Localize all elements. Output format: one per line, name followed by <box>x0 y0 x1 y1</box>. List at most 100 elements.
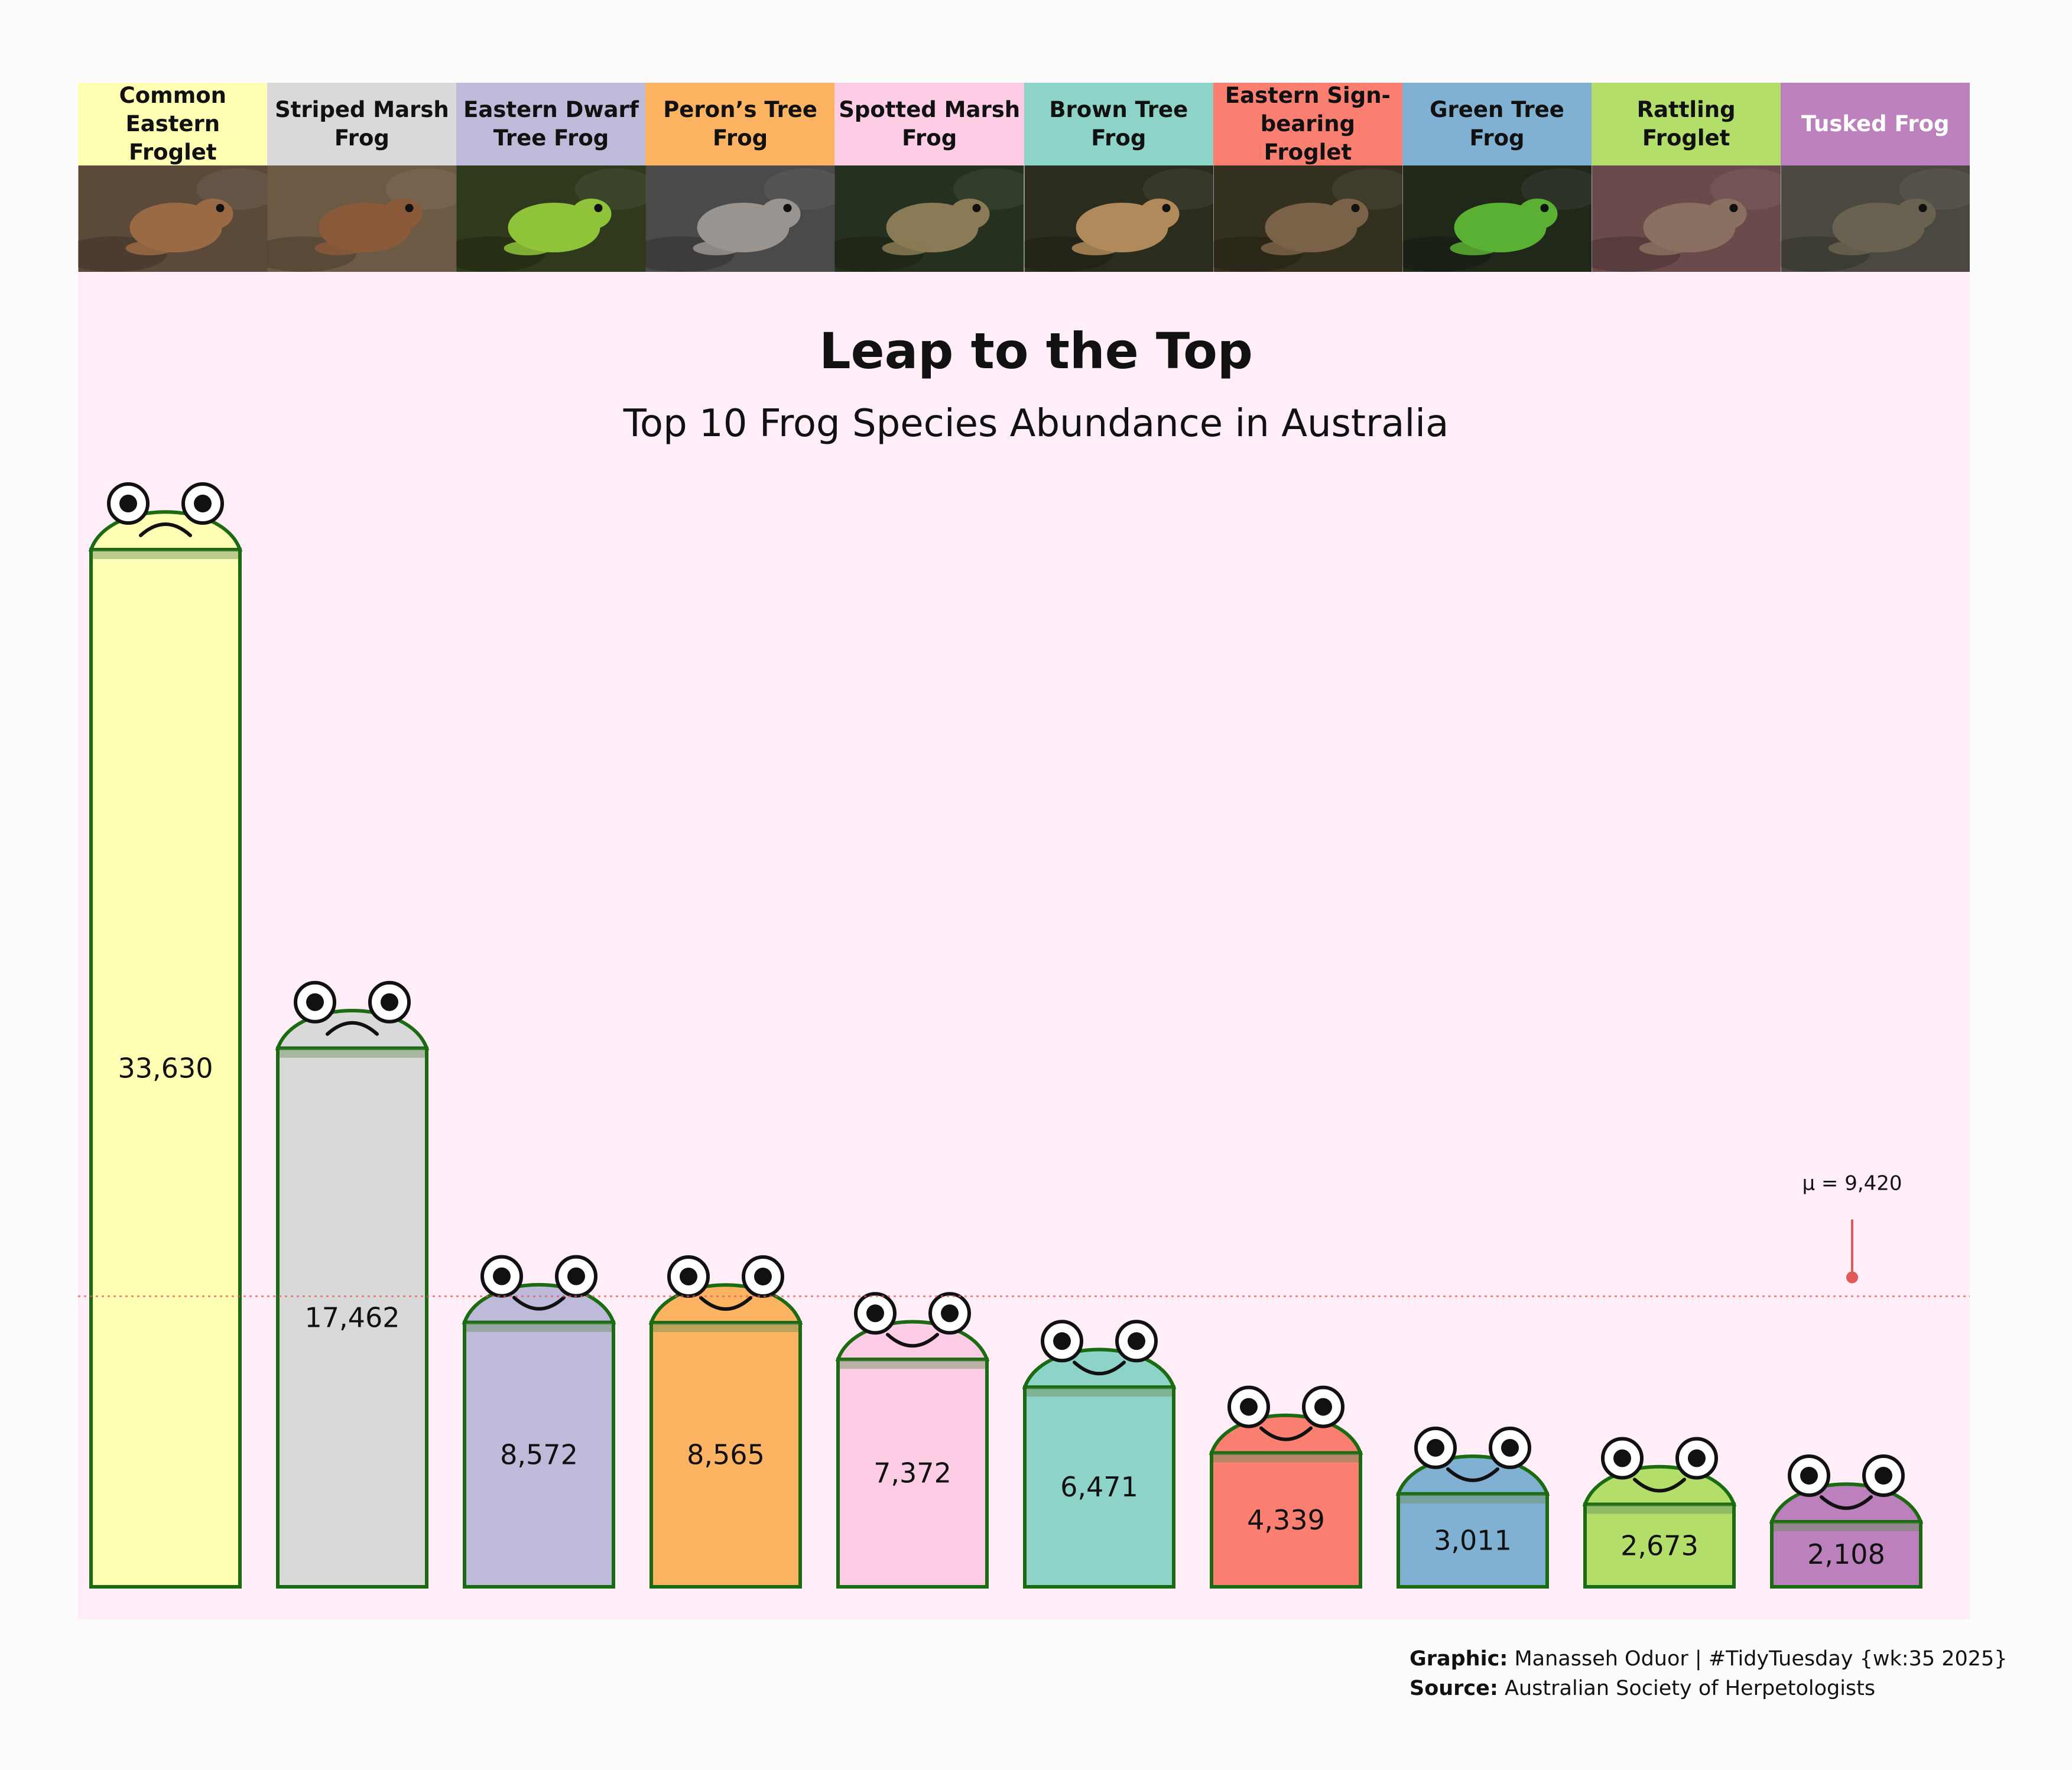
bar <box>1397 1492 1549 1589</box>
species-header-label: Eastern Dwarf Tree Frog <box>456 83 646 165</box>
caption-graphic-line: Graphic: Manasseh Oduor | #TidyTuesday {… <box>1410 1644 2008 1674</box>
species-header-label-line: Spotted Marsh <box>839 97 1021 122</box>
frog-bar-group: 8,572 <box>462 1255 616 1589</box>
species-header-cell: Spotted Marsh Frog <box>834 83 1024 272</box>
bar-value-label: 33,630 <box>118 1053 213 1084</box>
species-header-label-line: Peron’s Tree <box>663 97 817 122</box>
species-header-cell: Common Eastern Froglet <box>78 83 268 272</box>
frog-smile <box>1073 1360 1126 1376</box>
species-header-label: Peron’s Tree Frog <box>645 83 835 165</box>
frog-pupil <box>1053 1332 1071 1350</box>
species-photo <box>834 165 1024 272</box>
species-header-label: Rattling Froglet <box>1591 83 1781 165</box>
frog-bar-group: 7,372 <box>835 1292 990 1589</box>
bar <box>1770 1519 1922 1589</box>
frog-neck-band <box>1774 1522 1919 1531</box>
caption-graphic-text: Manasseh Oduor | #TidyTuesday {wk:35 202… <box>1508 1647 2008 1671</box>
frog-pupil <box>1875 1466 1892 1485</box>
frog-neck-band <box>1027 1388 1172 1397</box>
species-photo <box>267 165 457 272</box>
frog-bar-group: 33,630 <box>88 482 243 1589</box>
frog-pupil <box>866 1304 884 1323</box>
bar-value-label: 6,471 <box>1060 1471 1138 1503</box>
species-header-label-line: Rattling Froglet <box>1636 97 1736 151</box>
frog-pupil <box>941 1304 959 1323</box>
species-header-cell: Brown Tree Frog <box>1024 83 1214 272</box>
caption-source-label: Source: <box>1410 1677 1498 1700</box>
bar-value-label: 7,372 <box>873 1457 951 1489</box>
bar <box>89 548 242 1589</box>
frog-pupil <box>493 1267 511 1285</box>
species-header-label-line: Eastern Dwarf <box>463 97 639 122</box>
species-photo <box>1024 165 1214 272</box>
caption-source-line: Source: Australian Society of Herpetolog… <box>1410 1674 2008 1703</box>
frog-smile <box>699 1296 752 1311</box>
frog-pupil <box>119 495 137 512</box>
species-header-strip: Common Eastern Froglet Striped Marsh Frog Ea… <box>78 83 1970 272</box>
species-header-cell: Eastern Dwarf Tree Frog <box>456 83 646 272</box>
frog-bar-group: 6,471 <box>1022 1320 1177 1589</box>
species-header-cell: Peron’s Tree Frog <box>645 83 835 272</box>
species-header-label-line: Brown Tree <box>1049 97 1188 122</box>
chart-subtitle: Top 10 Frog Species Abundance in Austral… <box>623 402 1449 446</box>
species-header-label-line: Frog <box>713 125 768 151</box>
frog-pupil <box>194 495 212 512</box>
bar-value-label: 8,572 <box>500 1438 578 1470</box>
frog-frown <box>326 1021 379 1036</box>
species-header-label-line: Froglet <box>129 139 217 165</box>
bar-value-label: 17,462 <box>305 1301 400 1333</box>
caption: Graphic: Manasseh Oduor | #TidyTuesday {… <box>1410 1644 2008 1703</box>
bar <box>1210 1451 1362 1589</box>
frog-bar-group: 17,462 <box>275 980 430 1589</box>
frog-neck-band <box>280 1048 425 1058</box>
species-header-label-line: Common Eastern <box>119 83 227 137</box>
species-header-label: Green Tree Frog <box>1402 83 1592 165</box>
frog-neck-band <box>1213 1453 1359 1463</box>
bar-value-label: 3,011 <box>1434 1524 1512 1556</box>
mean-pointer-dot <box>1846 1271 1858 1284</box>
bar <box>649 1321 802 1589</box>
species-header-cell: Green Tree Frog <box>1402 83 1592 272</box>
species-header-label-line: Frog <box>334 125 389 151</box>
frog-bar-group: 3,011 <box>1395 1426 1550 1589</box>
frog-bar-group: 4,339 <box>1209 1385 1363 1589</box>
frog-smile <box>886 1333 939 1348</box>
frog-pupil <box>1501 1438 1519 1457</box>
bar-value-label: 2,673 <box>1620 1529 1698 1561</box>
frog-neck-band <box>1400 1494 1545 1503</box>
frog-bar-group: 2,108 <box>1769 1454 1924 1589</box>
bar <box>276 1046 428 1589</box>
bar <box>463 1320 615 1589</box>
frog-pupil <box>1613 1449 1631 1467</box>
species-photo <box>1213 165 1403 272</box>
bar-value-label: 2,108 <box>1807 1538 1885 1570</box>
species-photo <box>78 165 268 272</box>
bar <box>1583 1502 1736 1589</box>
caption-source-text: Australian Society of Herpetologists <box>1498 1677 1876 1700</box>
species-header-label-line: Frog <box>902 125 957 151</box>
species-header-label: Tusked Frog <box>1780 83 1970 165</box>
species-photo <box>1780 165 1970 272</box>
species-header-label: Eastern Sign-bearing Froglet <box>1213 83 1403 165</box>
bar-value-label: 8,565 <box>687 1439 765 1471</box>
frog-pupil <box>1240 1398 1258 1416</box>
species-header-cell: Striped Marsh Frog <box>267 83 457 272</box>
species-header-label: Spotted Marsh Frog <box>834 83 1024 165</box>
frog-smile <box>1820 1495 1873 1510</box>
bar <box>836 1357 989 1589</box>
mean-label: μ = 9,420 <box>1802 1171 1902 1195</box>
chart-title: Leap to the Top <box>819 322 1253 380</box>
species-header-label: Brown Tree Frog <box>1024 83 1214 165</box>
species-header-label-line: Tree Frog <box>493 125 609 151</box>
frog-neck-band <box>1587 1505 1732 1514</box>
frog-pupil <box>306 993 324 1011</box>
bar <box>1023 1385 1175 1589</box>
species-photo <box>645 165 835 272</box>
frog-frown <box>139 522 192 537</box>
frog-pupil <box>1688 1449 1706 1467</box>
frog-smile <box>1446 1467 1499 1482</box>
frog-pupil <box>1427 1438 1444 1457</box>
caption-graphic-label: Graphic: <box>1410 1647 1508 1671</box>
species-header-cell: Rattling Froglet <box>1591 83 1781 272</box>
